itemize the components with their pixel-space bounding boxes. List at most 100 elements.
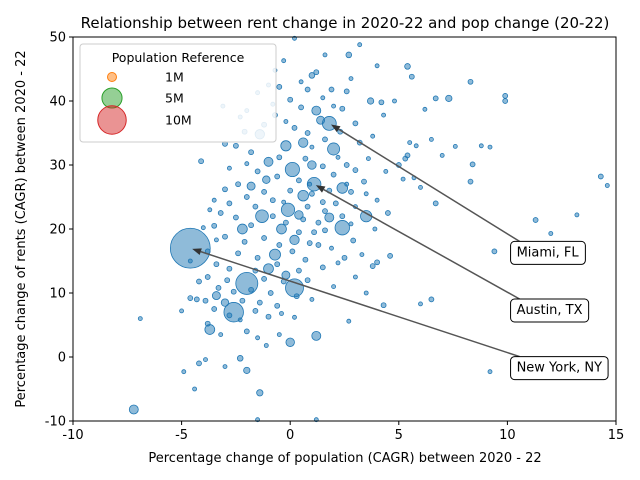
data-point [128,404,139,415]
data-point [248,149,254,156]
data-point [196,360,202,367]
data-point [345,51,353,59]
data-point [327,142,341,156]
data-point [198,158,204,165]
data-point [256,299,263,306]
data-point [211,222,218,229]
data-point [207,207,213,213]
data-point [332,200,339,207]
data-point [276,242,283,248]
x-tick-label: 0 [286,428,294,443]
data-point [418,301,423,307]
data-point [302,155,309,162]
data-point [380,302,387,309]
annotation-arrow-head [315,185,326,193]
data-point [467,78,474,85]
data-point [385,210,391,216]
data-point [254,168,261,175]
data-point [261,276,267,282]
data-point [374,63,380,69]
data-point [218,332,224,338]
data-point [604,183,610,188]
data-point [263,343,269,348]
data-point [339,105,346,112]
annotation-arrow-line [200,250,520,358]
data-point [287,187,294,194]
data-point [322,227,328,234]
data-point [309,296,315,302]
legend: Population Reference 1M 5M 10M [79,43,277,143]
data-point [298,104,304,111]
data-point [279,311,284,316]
annotation-arrow-head [330,124,341,133]
data-point [261,189,267,195]
data-point [276,154,283,161]
data-point [331,103,337,109]
data-point [407,140,413,146]
x-axis-ticks: -10 -5 0 5 10 15 [62,421,624,443]
data-point [369,263,376,269]
annotation-arrow-head [192,248,202,255]
data-point [381,112,387,118]
chart-title: Relationship between rent change in 2020… [81,14,610,32]
data-point [352,167,359,173]
data-point [248,286,254,293]
data-point [202,297,209,304]
data-point [196,278,202,285]
data-point [307,160,317,170]
data-point [226,265,233,272]
data-point [487,369,493,375]
legend-frame [79,43,277,143]
data-point [284,161,300,178]
data-point [200,225,206,231]
annotations-layer: Miami, FL Austin, TX New York, NY [192,124,609,381]
data-point [574,212,580,218]
data-point [319,199,326,205]
data-point [363,191,369,197]
legend-marker [107,72,117,82]
data-point [274,261,281,268]
data-point [322,52,328,58]
data-point [319,264,326,271]
annotation-box [510,298,590,323]
data-point [311,330,322,341]
data-point [255,209,269,223]
annotation-label: New York, NY [517,361,603,376]
data-point [239,297,246,304]
data-point [187,258,193,264]
data-point [237,223,248,235]
data-point [309,144,315,150]
data-point [263,156,274,167]
annotation-label: Austin, TX [517,303,583,318]
data-point [339,213,346,220]
data-point [439,152,445,158]
data-point [319,163,326,170]
data-point [281,270,291,280]
data-point [374,259,380,266]
data-point [296,229,302,236]
x-tick-label: 15 [608,428,625,443]
annotation-label: Miami, FL [517,245,580,260]
data-point [276,332,282,338]
data-point [346,318,352,324]
annotation-arrow-line [338,128,520,243]
data-point [372,226,378,232]
data-point [243,328,250,335]
legend-title: Population Reference [112,50,245,65]
y-tick-label: 20 [49,223,66,238]
data-point [291,125,298,131]
data-point [304,203,311,210]
data-point [235,271,259,295]
data-point [404,152,411,159]
data-point [211,306,218,312]
data-point [374,197,380,203]
data-point [222,364,228,370]
data-point [285,337,295,347]
data-point [224,277,231,284]
data-point [361,178,367,185]
data-point [348,221,354,227]
data-point [329,245,334,251]
data-point [181,369,187,375]
data-point [289,248,296,255]
